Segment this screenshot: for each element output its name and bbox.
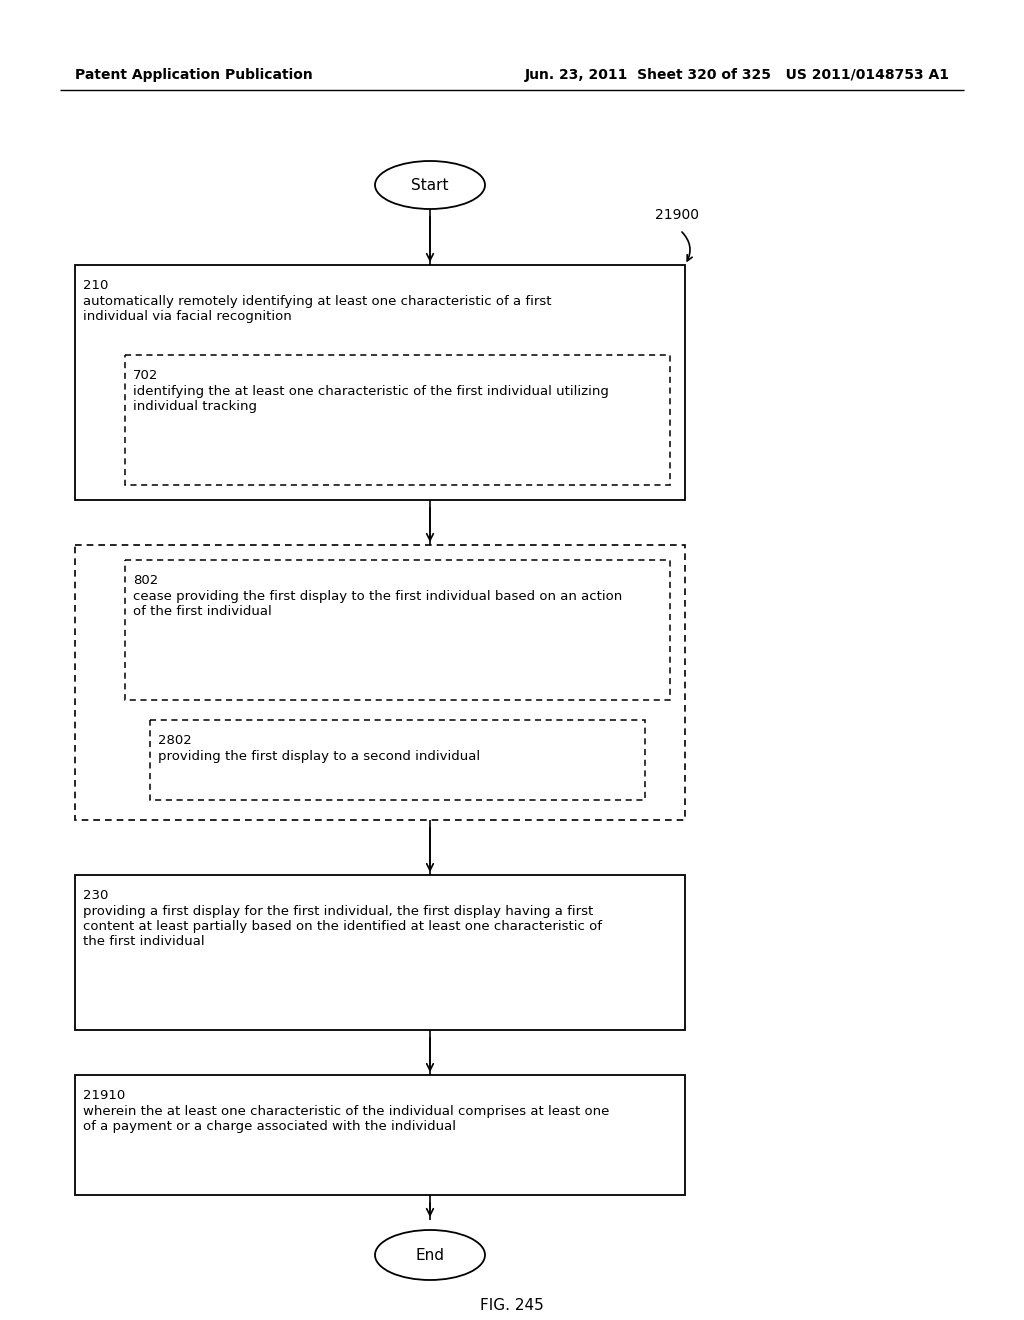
Text: FIG. 245: FIG. 245 [480,1298,544,1312]
Text: 21910: 21910 [83,1089,125,1102]
Text: 802: 802 [133,574,159,587]
Text: cease providing the first display to the first individual based on an action
of : cease providing the first display to the… [133,590,623,618]
Text: 210: 210 [83,279,109,292]
Text: Patent Application Publication: Patent Application Publication [75,69,312,82]
Bar [125,355,670,484]
Text: automatically remotely identifying at least one characteristic of a first
indivi: automatically remotely identifying at le… [83,294,552,323]
Text: identifying the at least one characteristic of the first individual utilizing
in: identifying the at least one characteris… [133,385,609,413]
Text: Start: Start [412,177,449,193]
Ellipse shape [375,161,485,209]
Bar [125,560,670,700]
Bar [75,265,685,500]
Bar [150,719,645,800]
Text: 21900: 21900 [655,209,699,222]
Text: 702: 702 [133,370,159,381]
Text: wherein the at least one characteristic of the individual comprises at least one: wherein the at least one characteristic … [83,1105,609,1133]
Text: 230: 230 [83,888,109,902]
Text: providing the first display to a second individual: providing the first display to a second … [158,750,480,763]
Text: Jun. 23, 2011  Sheet 320 of 325   US 2011/0148753 A1: Jun. 23, 2011 Sheet 320 of 325 US 2011/0… [525,69,950,82]
Bar [75,875,685,1030]
Bar [75,1074,685,1195]
Ellipse shape [375,1230,485,1280]
Bar [75,545,685,820]
Text: End: End [416,1247,444,1262]
Text: providing a first display for the first individual, the first display having a f: providing a first display for the first … [83,906,602,948]
Text: 2802: 2802 [158,734,191,747]
